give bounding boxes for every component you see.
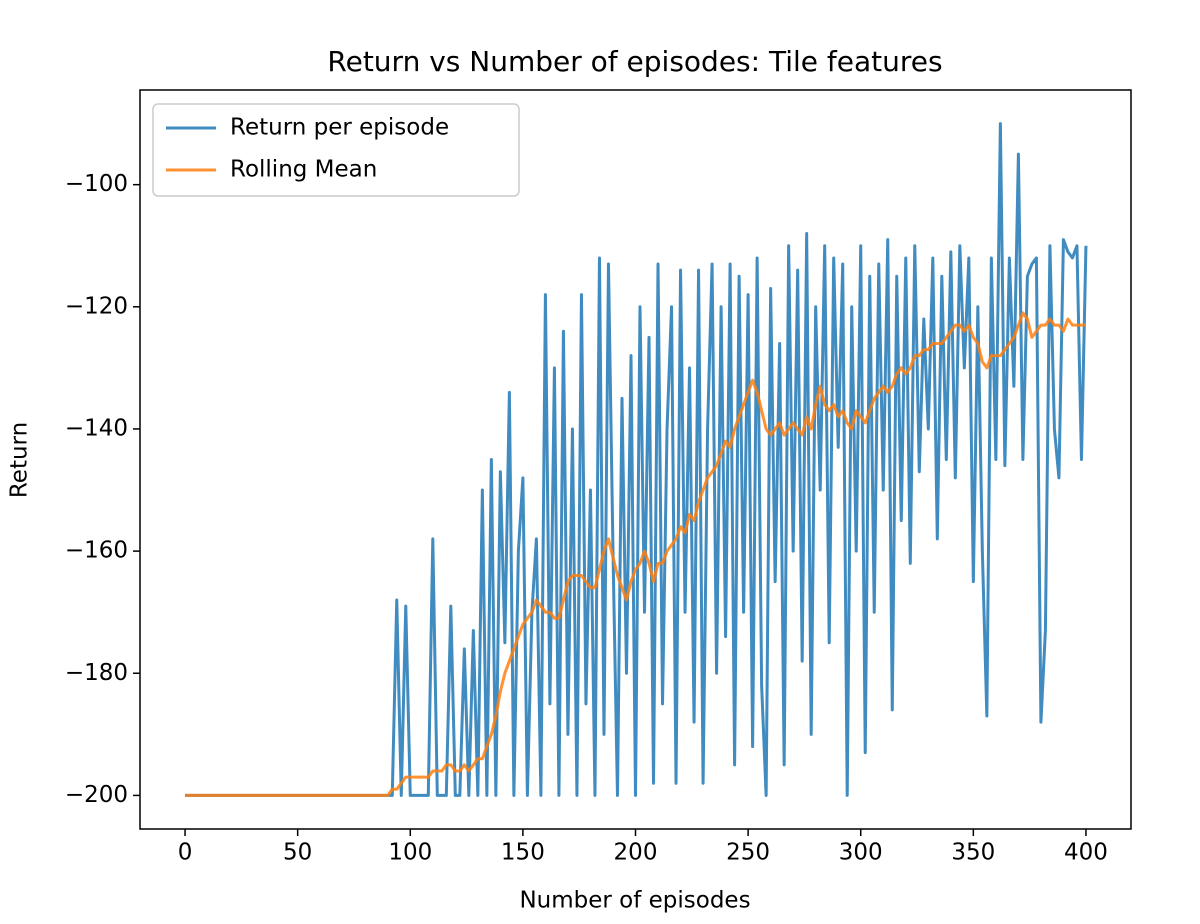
legend-box	[152, 103, 520, 197]
x-axis-label: Number of episodes	[519, 888, 750, 914]
plot-frame	[139, 89, 1132, 830]
data-line	[185, 122, 1088, 797]
y-tick-label: −160	[65, 538, 128, 564]
x-tick-label: 0	[178, 840, 193, 866]
y-tick-label: −120	[65, 293, 128, 319]
x-tick-label: 400	[1064, 840, 1108, 866]
x-tick-label: 150	[501, 840, 545, 866]
x-tick-label: 100	[388, 840, 432, 866]
chart-title: Return vs Number of episodes: Tile featu…	[327, 45, 942, 78]
x-tick-label: 200	[614, 840, 658, 866]
x-tick-label: 50	[283, 840, 312, 866]
x-tick-label: 250	[726, 840, 770, 866]
y-axis-label: Return	[7, 422, 33, 498]
y-tick-label: −180	[65, 660, 128, 686]
data-line	[185, 311, 1086, 797]
y-tick-label: −200	[65, 782, 128, 808]
y-tick-label: −100	[65, 171, 128, 197]
y-tick-label: −140	[65, 415, 128, 441]
x-tick-label: 350	[951, 840, 995, 866]
legend-label: Return per episode	[230, 115, 449, 141]
legend-label: Rolling Mean	[230, 157, 377, 183]
x-tick-label: 300	[839, 840, 883, 866]
